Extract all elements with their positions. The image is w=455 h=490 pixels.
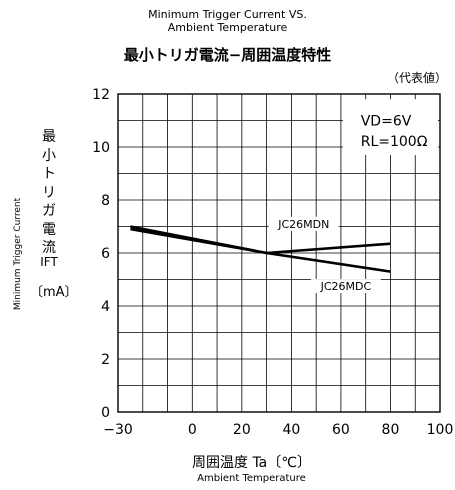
chart-title-jp: 最小トリガ電流−周囲温度特性 [123, 46, 332, 64]
y-axis-label-char: 電 [42, 221, 56, 238]
y-axis-label-char: 流 [42, 240, 56, 256]
chart-title-en-line2: Ambient Temperature [167, 21, 288, 34]
x-tick-label: 40 [282, 422, 300, 438]
conditions-bg [342, 99, 438, 155]
y-axis-label-char: リ [42, 184, 56, 201]
x-tick-label: 80 [382, 422, 400, 438]
series-label: JC26MDC [320, 280, 372, 293]
y-tick-label: 10 [92, 140, 110, 156]
y-tick-label: 8 [101, 193, 110, 209]
y-axis-label-jp: 最小トリガ電流 [35, 128, 63, 258]
y-axis-label-char: ガ [42, 203, 56, 219]
series-line-jc26mdn [130, 227, 391, 255]
y-axis-unit: 〔mA〕 [30, 285, 78, 300]
x-tick-label: 100 [427, 422, 454, 438]
condition-text: VD=6V [361, 114, 412, 130]
y-tick-label: 2 [101, 352, 110, 368]
y-axis-label-char: 小 [42, 147, 56, 164]
y-tick-label: 0 [101, 405, 110, 421]
chart-title-en-line1: Minimum Trigger Current VS. [148, 8, 307, 21]
y-axis-symbol: IFT [40, 255, 58, 269]
y-tick-label: 4 [101, 299, 110, 315]
x-tick-label: 60 [332, 422, 350, 438]
series-label: JC26MDN [277, 218, 329, 231]
y-tick-label: 6 [101, 246, 110, 262]
y-axis-label-char: ト [42, 166, 56, 182]
typical-value-note: （代表値） [386, 71, 447, 85]
series-line-jc26mdc [130, 225, 391, 273]
condition-text: RL=100Ω [361, 134, 428, 150]
series-label-bg [268, 216, 339, 231]
plot-frame [117, 93, 441, 413]
series-label-bg [310, 279, 381, 294]
x-tick-label: 20 [233, 422, 251, 438]
chart-title-en: Minimum Trigger Current VS. Ambient Temp… [0, 8, 455, 34]
y-axis-label-char: 最 [42, 129, 56, 145]
x-axis-label-jp: 周囲温度 Ta〔℃〕 [192, 455, 311, 471]
x-axis-label-en: Ambient Temperature [197, 473, 306, 484]
x-tick-label: −30 [103, 422, 133, 438]
y-tick-label: 12 [92, 87, 110, 103]
x-tick-label: 0 [188, 422, 197, 438]
